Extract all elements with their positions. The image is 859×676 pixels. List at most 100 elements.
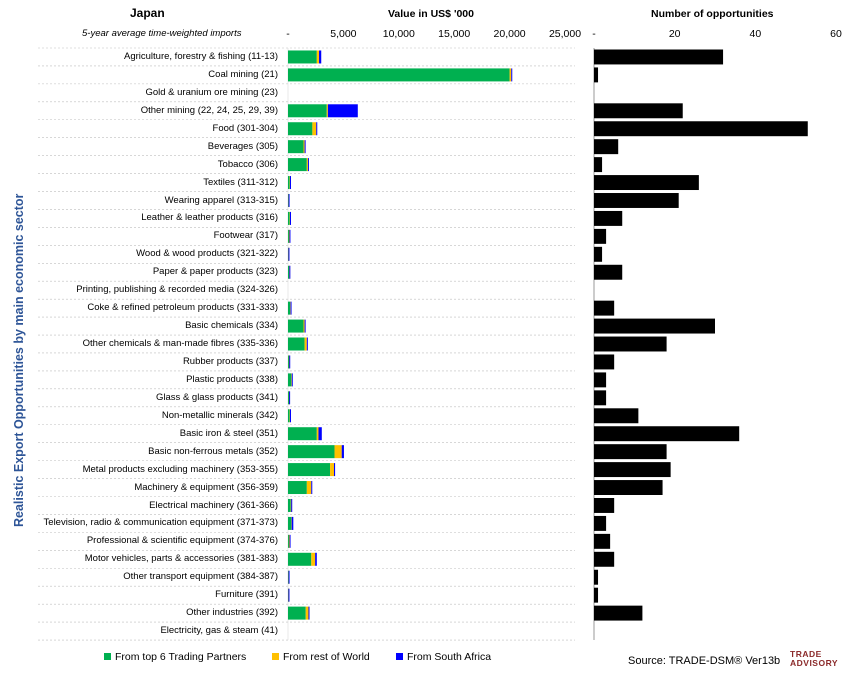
value-bar-sa bbox=[289, 534, 291, 548]
value-bar-row bbox=[326, 104, 328, 118]
count-bar bbox=[594, 103, 683, 119]
count-chart-title: Number of opportunities bbox=[651, 8, 774, 20]
count-bar bbox=[594, 300, 615, 316]
value-bar-top6 bbox=[288, 445, 335, 459]
legend-item-top6: From top 6 Trading Partners bbox=[104, 651, 246, 663]
category-label: Electrical machinery (361-366) bbox=[149, 499, 278, 511]
count-bar bbox=[594, 372, 607, 388]
count-tick-label: 20 bbox=[669, 28, 681, 40]
value-bar-sa bbox=[291, 373, 293, 387]
category-label: Non-metallic minerals (342) bbox=[161, 409, 278, 421]
value-bar-top6 bbox=[288, 122, 313, 136]
legend-item-sa: From South Africa bbox=[396, 651, 491, 663]
category-label: Coal mining (21) bbox=[208, 68, 278, 80]
count-bar bbox=[594, 139, 619, 155]
subtitle: 5-year average time-weighted imports bbox=[82, 28, 242, 39]
value-bar-top6 bbox=[288, 481, 307, 495]
count-bar bbox=[594, 121, 808, 137]
value-bar-top6 bbox=[288, 427, 317, 441]
value-bar-sa bbox=[315, 552, 317, 566]
category-label: Other industries (392) bbox=[186, 607, 278, 619]
category-label: Other transport equipment (384-387) bbox=[123, 571, 278, 583]
category-label: Plastic products (338) bbox=[186, 373, 278, 385]
category-label: Other mining (22, 24, 25, 29, 39) bbox=[140, 104, 278, 116]
value-bar-row bbox=[304, 337, 307, 351]
value-bar-top6 bbox=[288, 319, 304, 333]
category-label: Glass & glass products (341) bbox=[156, 391, 278, 403]
value-tick-label: - bbox=[286, 28, 290, 40]
value-bar-sa bbox=[316, 122, 318, 136]
value-bar-sa bbox=[333, 463, 336, 477]
count-bar bbox=[594, 157, 603, 173]
count-bar bbox=[594, 498, 615, 513]
category-label: Paper & paper products (323) bbox=[152, 266, 278, 278]
category-label: Electricity, gas & steam (41) bbox=[160, 625, 278, 637]
value-bar-row bbox=[305, 606, 309, 620]
value-bar-top6 bbox=[288, 355, 289, 369]
category-label: Basic iron & steel (351) bbox=[179, 427, 278, 439]
value-bar-top6 bbox=[288, 409, 290, 423]
value-bar-sa bbox=[327, 104, 358, 118]
count-bar bbox=[594, 210, 623, 226]
value-tick-label: 15,000 bbox=[438, 28, 470, 40]
trade-advisory-logo: TRADE ADVISORY bbox=[790, 649, 839, 668]
value-bar-sa bbox=[289, 211, 291, 225]
value-bar-top6 bbox=[288, 50, 317, 64]
value-bar-row bbox=[311, 552, 316, 566]
value-bar-sa bbox=[289, 391, 291, 405]
category-label: Gold & uranium ore mining (23) bbox=[145, 86, 278, 98]
category-label: Beverages (305) bbox=[207, 140, 278, 152]
value-bar-sa bbox=[318, 427, 322, 441]
value-bar-sa bbox=[288, 247, 290, 261]
count-bar bbox=[594, 354, 615, 370]
value-bar-top6 bbox=[288, 337, 305, 351]
value-bar-top6 bbox=[288, 211, 290, 225]
count-bar bbox=[594, 515, 607, 531]
count-bar bbox=[594, 426, 740, 442]
value-tick-label: 5,000 bbox=[330, 28, 356, 40]
category-label: Textiles (311-312) bbox=[203, 176, 278, 188]
count-bar bbox=[594, 264, 623, 280]
count-bar bbox=[594, 246, 603, 262]
value-bar-sa bbox=[288, 588, 290, 602]
value-bar-row bbox=[509, 68, 512, 82]
value-bar-row bbox=[303, 319, 305, 333]
category-label: Wearing apparel (313-315) bbox=[164, 194, 278, 206]
category-label: Machinery & equipment (356-359) bbox=[134, 481, 278, 493]
category-label: Rubber products (337) bbox=[182, 355, 278, 367]
value-bar-sa bbox=[289, 265, 291, 279]
value-bar-top6 bbox=[288, 391, 289, 405]
value-bar-sa bbox=[319, 50, 322, 64]
category-label: Professional & scientific equipment (374… bbox=[86, 535, 278, 547]
count-bar bbox=[594, 587, 599, 603]
value-bar-sa bbox=[289, 229, 291, 243]
count-bar bbox=[594, 336, 667, 352]
source-note: Source: TRADE-DSM® Ver13b bbox=[628, 655, 781, 667]
value-bar-sa bbox=[304, 140, 306, 154]
count-bar bbox=[594, 569, 599, 585]
legend-swatch bbox=[104, 653, 111, 660]
count-tick-label: 40 bbox=[749, 28, 761, 40]
category-label: Wood & wood products (321-322) bbox=[136, 248, 278, 260]
value-bar-row bbox=[330, 463, 334, 477]
value-tick-label: 10,000 bbox=[383, 28, 415, 40]
count-bar bbox=[594, 228, 607, 244]
category-label: Tobacco (306) bbox=[217, 158, 278, 170]
count-bar bbox=[594, 49, 724, 65]
value-bar-row bbox=[312, 122, 317, 136]
value-tick-label: 20,000 bbox=[494, 28, 526, 40]
value-bar-sa bbox=[290, 301, 292, 315]
count-bar bbox=[594, 480, 663, 495]
value-bar-sa bbox=[288, 570, 290, 584]
count-bar bbox=[594, 390, 607, 406]
value-bar-sa bbox=[291, 498, 293, 512]
category-label: Coke & refined petroleum products (331-3… bbox=[87, 302, 278, 314]
value-bar-sa bbox=[288, 193, 290, 207]
count-bar bbox=[594, 193, 679, 208]
category-label: Television, radio & communication equipm… bbox=[43, 517, 278, 529]
category-label: Leather & leather products (316) bbox=[141, 212, 278, 224]
value-bar-sa bbox=[304, 319, 306, 333]
value-bar-top6 bbox=[288, 534, 289, 548]
value-bar-row bbox=[288, 229, 290, 243]
